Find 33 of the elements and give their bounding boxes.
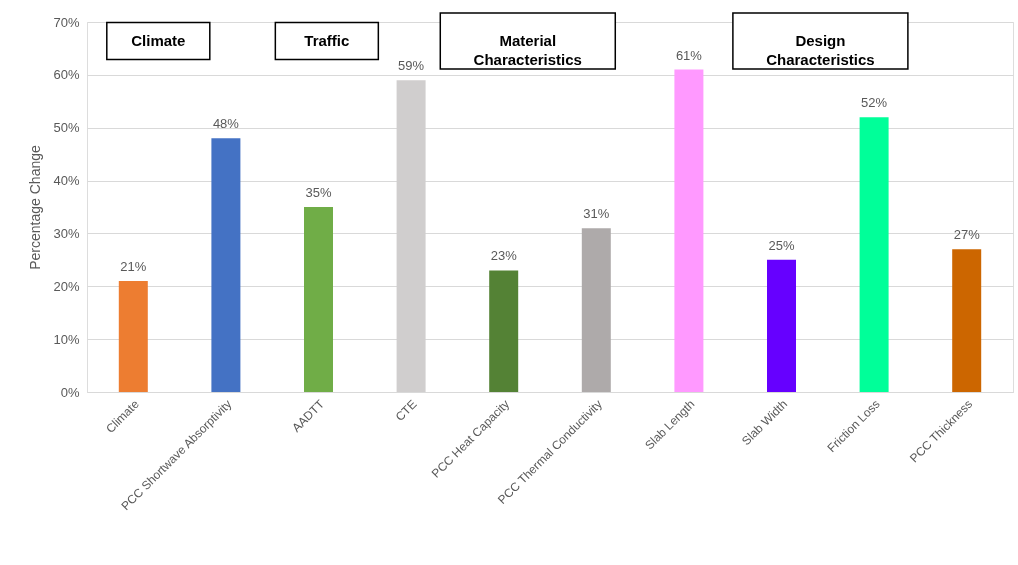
data-label: 61% [675,47,703,63]
annotation: Material Characteristics [473,32,582,68]
bar [211,138,241,392]
data-label: 25% [768,237,795,253]
data-label: 31% [583,206,610,222]
y-tick-label: 0% [60,384,80,400]
y-tick-label: 30% [53,225,80,241]
y-axis-title: Percentage Change [27,145,44,270]
data-label: 27% [953,227,981,243]
y-tick-label: 10% [53,331,80,347]
x-tick-label: CTE [392,397,420,424]
data-label: 59% [398,58,425,74]
data-label: 48% [212,116,240,132]
bar [859,117,889,392]
bar [952,249,982,392]
annotation: Design Characteristics [766,32,875,68]
data-label: 23% [490,248,518,264]
y-tick-label: 50% [53,120,80,136]
bar [674,69,704,392]
bar [304,207,333,392]
annotation: Traffic [304,32,350,49]
y-tick-label: 60% [53,67,80,83]
data-label: 35% [305,185,332,200]
data-label: 21% [120,259,147,274]
data-label: 52% [861,95,888,111]
y-tick-label: 40% [53,173,80,189]
bar [767,259,796,392]
bar [581,228,611,392]
y-tick-label: 20% [53,278,80,294]
y-tick-label: 70% [53,14,80,30]
bar [118,281,148,392]
bar [489,270,519,392]
annotation: Climate [131,32,186,49]
